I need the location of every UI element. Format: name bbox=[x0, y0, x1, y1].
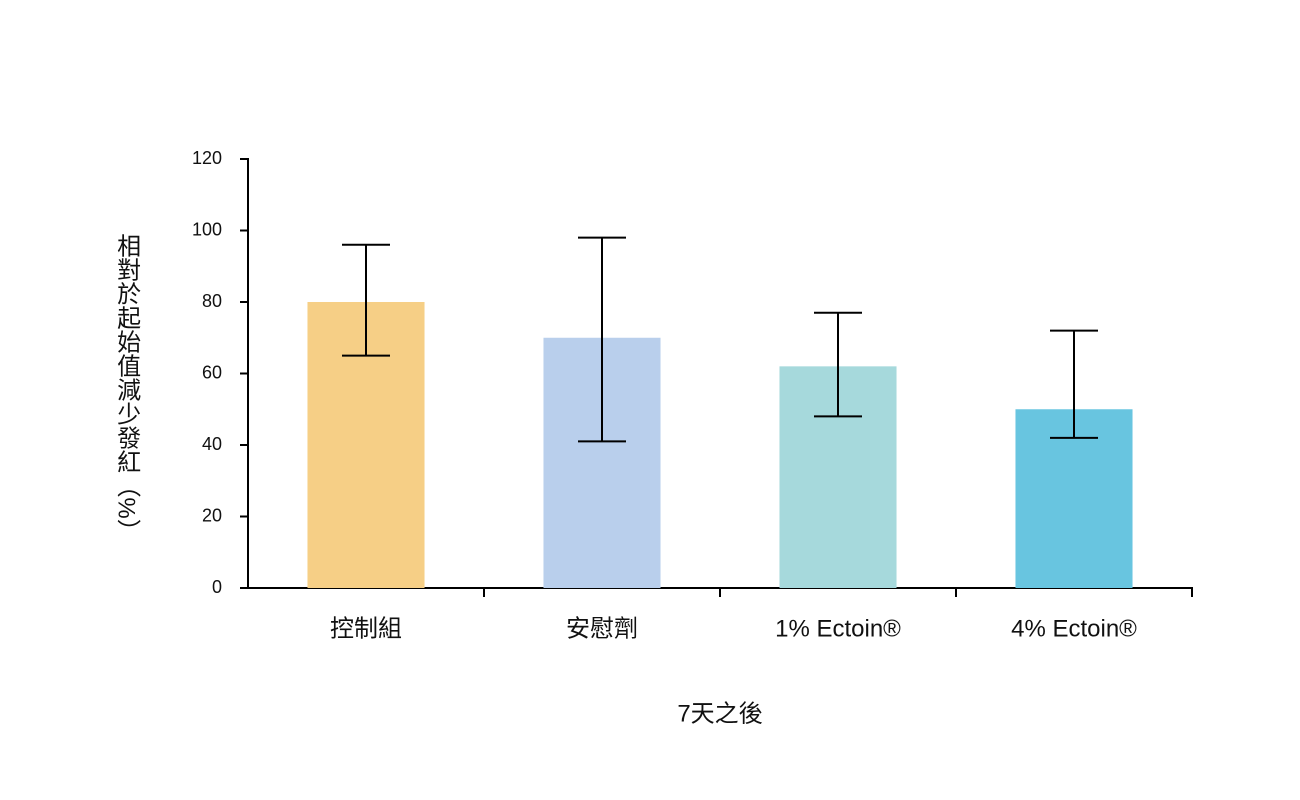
x-tick-label: 安慰劑 bbox=[566, 615, 638, 642]
y-axis-label: 相對於起始值減少發紅（%） bbox=[113, 233, 141, 542]
x-tick-label: 控制組 bbox=[330, 615, 402, 642]
x-axis-label: 7天之後 bbox=[677, 700, 762, 727]
y-tick-label: 40 bbox=[202, 434, 222, 454]
y-tick-label: 60 bbox=[202, 362, 222, 382]
y-tick-label: 80 bbox=[202, 291, 222, 311]
y-tick-label: 120 bbox=[192, 148, 222, 168]
y-tick-label: 100 bbox=[192, 219, 222, 239]
y-tick-label: 20 bbox=[202, 505, 222, 525]
x-tick-label: 1% Ectoin® bbox=[775, 615, 901, 642]
y-tick-label: 0 bbox=[212, 577, 222, 597]
x-tick-label: 4% Ectoin® bbox=[1011, 615, 1137, 642]
bar bbox=[1015, 409, 1133, 588]
